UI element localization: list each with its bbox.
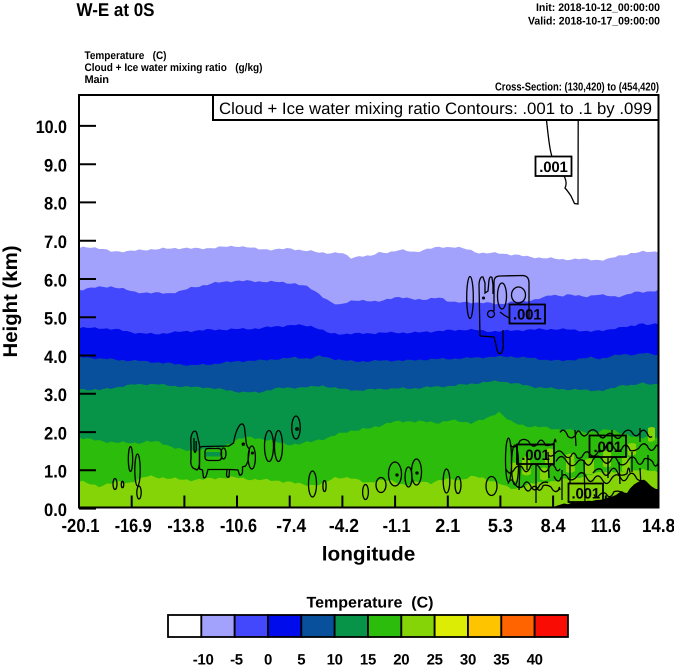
svg-text:Temperature (C): Temperature (C) bbox=[85, 50, 167, 62]
svg-text:3.0: 3.0 bbox=[44, 385, 67, 405]
svg-text:Height (km): Height (km) bbox=[0, 246, 22, 358]
svg-text:1.0: 1.0 bbox=[44, 462, 67, 482]
svg-text:25: 25 bbox=[427, 652, 443, 667]
svg-text:0.0: 0.0 bbox=[44, 500, 67, 520]
svg-text:Temperature (C): Temperature (C) bbox=[307, 595, 434, 612]
svg-text:20: 20 bbox=[393, 652, 409, 667]
svg-text:8.0: 8.0 bbox=[44, 194, 67, 214]
svg-text:9.0: 9.0 bbox=[44, 156, 67, 176]
svg-text:10.0: 10.0 bbox=[36, 117, 67, 137]
svg-text:Main: Main bbox=[85, 74, 110, 86]
svg-text:-1.1: -1.1 bbox=[383, 516, 411, 537]
svg-text:10: 10 bbox=[327, 652, 343, 667]
svg-text:0: 0 bbox=[264, 652, 272, 667]
svg-text:-5: -5 bbox=[230, 652, 243, 667]
svg-text:-10.6: -10.6 bbox=[220, 516, 257, 537]
svg-text:4.0: 4.0 bbox=[44, 347, 67, 367]
svg-text:14.8: 14.8 bbox=[642, 516, 674, 537]
svg-text:5.3: 5.3 bbox=[488, 516, 513, 537]
svg-text:-7.4: -7.4 bbox=[276, 516, 306, 537]
svg-text:Cloud + Ice water mixing ratio: Cloud + Ice water mixing ratio Contours:… bbox=[219, 100, 652, 118]
svg-text:5: 5 bbox=[297, 652, 305, 667]
svg-text:8.4: 8.4 bbox=[541, 516, 566, 537]
svg-text:longitude: longitude bbox=[322, 544, 416, 566]
svg-text:.001: .001 bbox=[513, 307, 541, 324]
svg-text:5.0: 5.0 bbox=[44, 309, 67, 329]
svg-text:.001: .001 bbox=[521, 447, 549, 464]
svg-text:6.0: 6.0 bbox=[44, 270, 67, 290]
svg-text:-4.2: -4.2 bbox=[329, 516, 359, 537]
svg-text:W-E at 0S: W-E at 0S bbox=[77, 0, 155, 20]
svg-text:35: 35 bbox=[493, 652, 509, 667]
svg-text:-20.1: -20.1 bbox=[62, 516, 100, 537]
svg-text:2.1: 2.1 bbox=[435, 516, 460, 537]
svg-text:Cloud + Ice water mixing ratio: Cloud + Ice water mixing ratio (g/kg) bbox=[85, 62, 263, 74]
svg-text:Valid: 2018-10-17_09:00:00: Valid: 2018-10-17_09:00:00 bbox=[528, 16, 660, 28]
svg-text:.001: .001 bbox=[594, 439, 622, 456]
svg-text:.001: .001 bbox=[539, 159, 567, 176]
svg-text:-16.9: -16.9 bbox=[115, 516, 152, 537]
svg-text:-13.8: -13.8 bbox=[167, 516, 204, 537]
svg-text:Init: 2018-10-12_00:00:00: Init: 2018-10-12_00:00:00 bbox=[536, 2, 660, 14]
svg-text:11.6: 11.6 bbox=[591, 516, 621, 537]
svg-text:30: 30 bbox=[460, 652, 476, 667]
svg-text:15: 15 bbox=[360, 652, 376, 667]
svg-text:Cross-Section: (130,420) to (4: Cross-Section: (130,420) to (454,420) bbox=[495, 82, 659, 94]
svg-text:-10: -10 bbox=[193, 652, 214, 667]
svg-text:.001: .001 bbox=[572, 485, 600, 502]
svg-text:7.0: 7.0 bbox=[44, 232, 67, 252]
svg-text:2.0: 2.0 bbox=[44, 423, 67, 443]
svg-text:40: 40 bbox=[527, 652, 543, 667]
